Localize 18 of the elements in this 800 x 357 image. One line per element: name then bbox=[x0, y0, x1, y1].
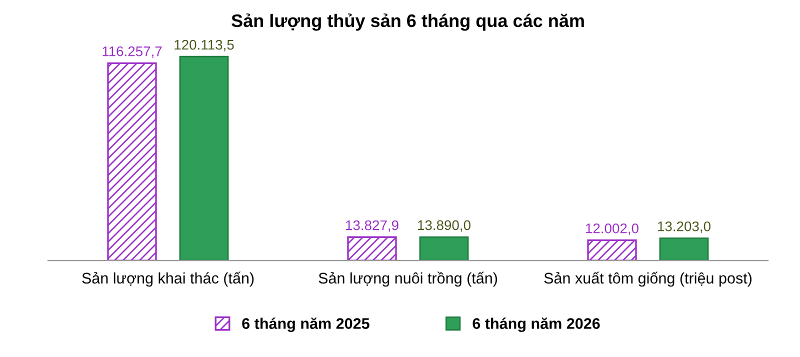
bar bbox=[587, 239, 637, 261]
x-tick-label: Sản xuất tôm giống (triệu post) bbox=[544, 272, 752, 287]
legend-label: 6 tháng năm 2025 bbox=[242, 318, 370, 332]
data-label: 13.890,0 bbox=[418, 220, 470, 232]
data-label: 12.002,0 bbox=[586, 223, 638, 235]
bar bbox=[179, 56, 229, 261]
data-label: 116.257,7 bbox=[102, 46, 162, 58]
chart-title: Sản lượng thủy sản 6 tháng qua các năm bbox=[232, 13, 584, 31]
bar bbox=[347, 236, 397, 261]
bar bbox=[419, 236, 469, 261]
data-label: 13.203,0 bbox=[658, 221, 710, 233]
legend-label: 6 tháng năm 2026 bbox=[472, 318, 600, 332]
bar bbox=[107, 62, 157, 261]
bar bbox=[659, 237, 709, 261]
x-tick-label: Sản lượng khai thác (tấn) bbox=[82, 272, 254, 287]
data-label: 13.827,9 bbox=[346, 220, 398, 232]
x-tick-label: Sản lượng nuôi trồng (tấn) bbox=[318, 272, 498, 287]
data-label: 120.113,5 bbox=[174, 40, 234, 52]
